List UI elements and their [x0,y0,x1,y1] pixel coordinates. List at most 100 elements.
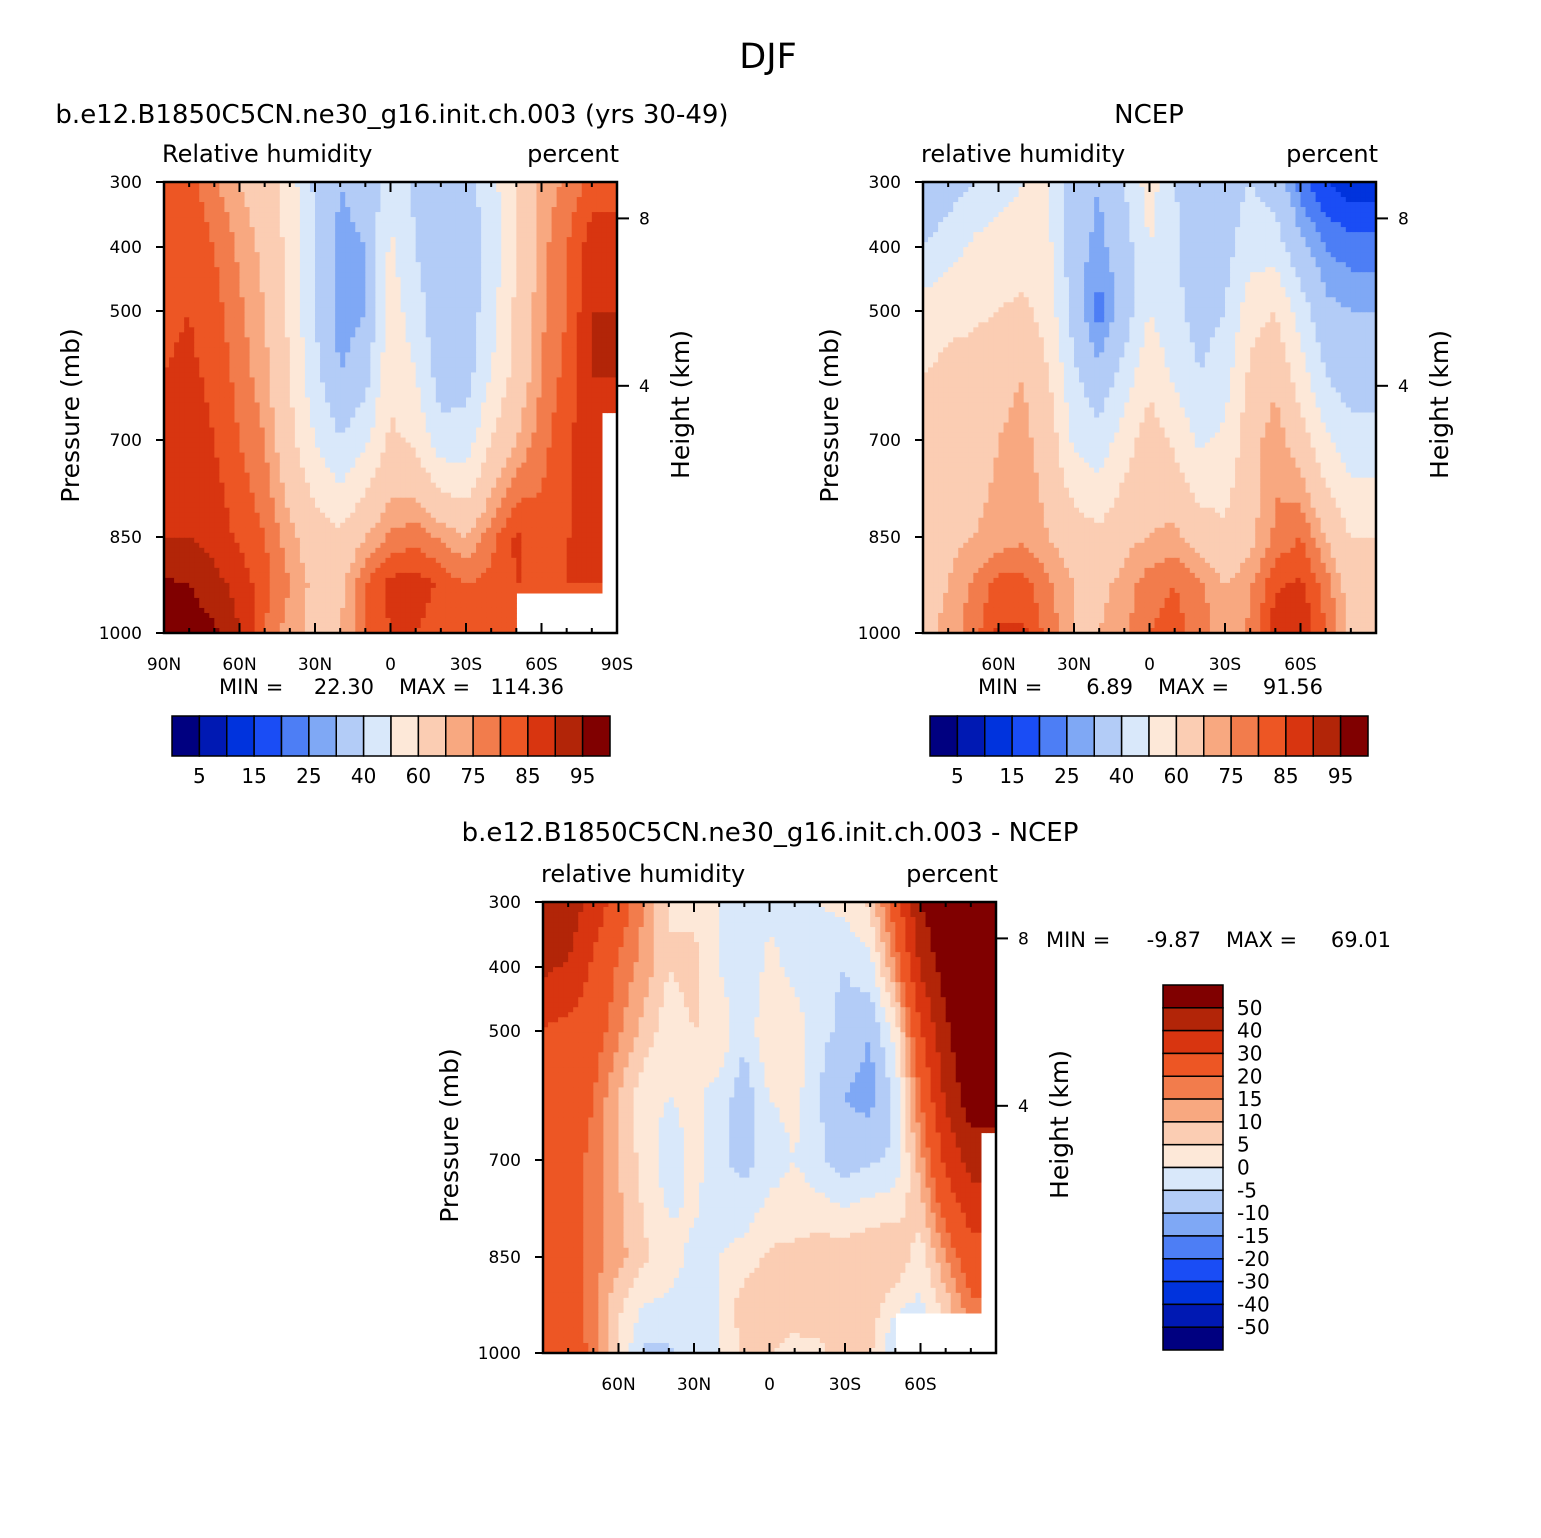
contour-cell [300,237,306,243]
contour-cell [536,212,542,218]
contour-cell [255,402,261,408]
contour-cell [516,297,522,303]
contour-cell [406,287,412,293]
contour-cell [255,438,261,444]
contour-cell [391,382,397,388]
contour-cell [345,377,351,383]
contour-cell [446,252,452,258]
contour-cell [280,352,286,358]
contour-cell [516,302,522,308]
contour-cell [270,453,276,459]
contour-cell [330,453,336,459]
contour-cell [536,408,542,414]
contour-cell [365,443,371,449]
contour-field [164,182,618,634]
contour-cell [501,332,507,338]
contour-cell [486,242,492,248]
contour-cell [411,207,417,213]
contour-cell [169,367,175,373]
contour-cell [421,287,427,293]
contour-cell [552,267,558,273]
contour-cell [411,312,417,318]
contour-cell [370,332,376,338]
contour-cell [547,433,553,439]
contour-cell [204,257,210,263]
contour-cell [536,443,542,449]
contour-cell [340,292,346,298]
contour-cell [516,377,522,383]
contour-cell [491,357,497,363]
contour-cell [270,397,276,403]
contour-cell [375,458,381,464]
contour-cell [360,362,366,368]
contour-cell [290,418,296,424]
contour-cell [446,418,452,424]
contour-cell [320,207,326,213]
contour-cell [335,372,341,378]
contour-cell [370,408,376,414]
contour-cell [360,438,366,444]
contour-cell [184,292,190,298]
contour-cell [526,322,532,328]
contour-cell [461,267,467,273]
contour-cell [476,387,482,393]
contour-cell [582,307,588,313]
contour-cell [572,247,578,253]
contour-cell [325,408,331,414]
contour-cell [602,237,608,243]
contour-cell [471,207,477,213]
contour-cell [416,312,422,318]
contour-cell [365,232,371,238]
contour-cell [265,387,271,393]
contour-cell [416,277,422,283]
contour-cell [516,317,522,323]
contour-cell [290,443,296,449]
contour-cell [416,387,422,393]
contour-cell [325,372,331,378]
contour-cell [380,332,386,338]
contour-cell [416,337,422,343]
contour-cell [270,458,276,464]
contour-cell [345,397,351,403]
contour-cell [290,387,296,393]
contour-cell [174,413,180,419]
contour-cell [567,443,573,449]
contour-cell [421,387,427,393]
contour-cell [184,252,190,258]
contour-cell [270,262,276,268]
contour-cell [552,453,558,459]
contour-cell [355,262,361,268]
contour-cell [531,448,537,454]
contour-cell [365,202,371,208]
contour-cell [436,267,442,273]
contour-cell [547,337,553,343]
contour-cell [607,362,613,368]
contour-cell [204,282,210,288]
contour-cell [501,322,507,328]
contour-cell [567,292,573,298]
contour-cell [441,317,447,323]
contour-cell [476,277,482,283]
contour-cell [602,317,608,323]
contour-cell [451,217,457,223]
contour-cell [245,357,251,363]
contour-cell [229,202,235,208]
contour-cell [295,257,301,263]
contour-cell [516,202,522,208]
contour-cell [255,408,261,414]
contour-cell [169,187,175,193]
contour-cell [536,337,542,343]
contour-cell [229,357,235,363]
contour-cell [234,282,240,288]
contour-cell [501,252,507,258]
contour-cell [416,408,422,414]
contour-cell [305,438,311,444]
contour-cell [577,247,583,253]
contour-cell [300,428,306,434]
contour-cell [270,438,276,444]
contour-cell [436,387,442,393]
contour-cell [189,207,195,213]
contour-cell [375,192,381,198]
contour-cell [335,317,341,323]
contour-cell [174,453,180,459]
